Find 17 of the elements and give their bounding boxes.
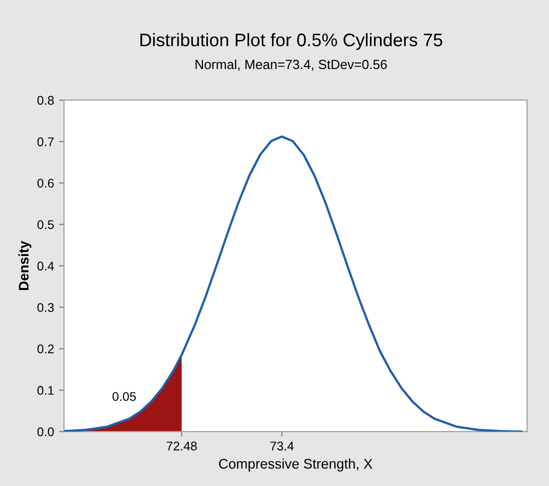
y-tick-label: 0.4 [37, 262, 54, 270]
y-tick-label: 0.0 [37, 427, 54, 436]
chart-title: Distribution Plot for 0.5% Cylinders 75 [140, 33, 442, 50]
y-tick-label: 0.2 [37, 344, 54, 354]
y-tick-label: 0.7 [37, 137, 54, 146]
y-tick-label: 0.6 [37, 178, 54, 188]
y-tick-label: 0.1 [37, 386, 54, 395]
y-axis-title: Density [18, 240, 32, 290]
chart-subtitle: Normal, Mean=73.4, StDev=0.56 [196, 59, 387, 71]
x-tick-label: 73.4 [270, 442, 294, 450]
y-tick-label: 0.5 [37, 220, 54, 230]
y-tick-label: 0.3 [37, 303, 54, 312]
y-tick-label: 0.8 [37, 96, 54, 105]
x-tick-label: 72.48 [166, 442, 197, 450]
line-series [64, 135, 523, 432]
x-axis-title: Compressive Strength, X [219, 458, 372, 472]
annotation: 0.05 [112, 392, 136, 401]
